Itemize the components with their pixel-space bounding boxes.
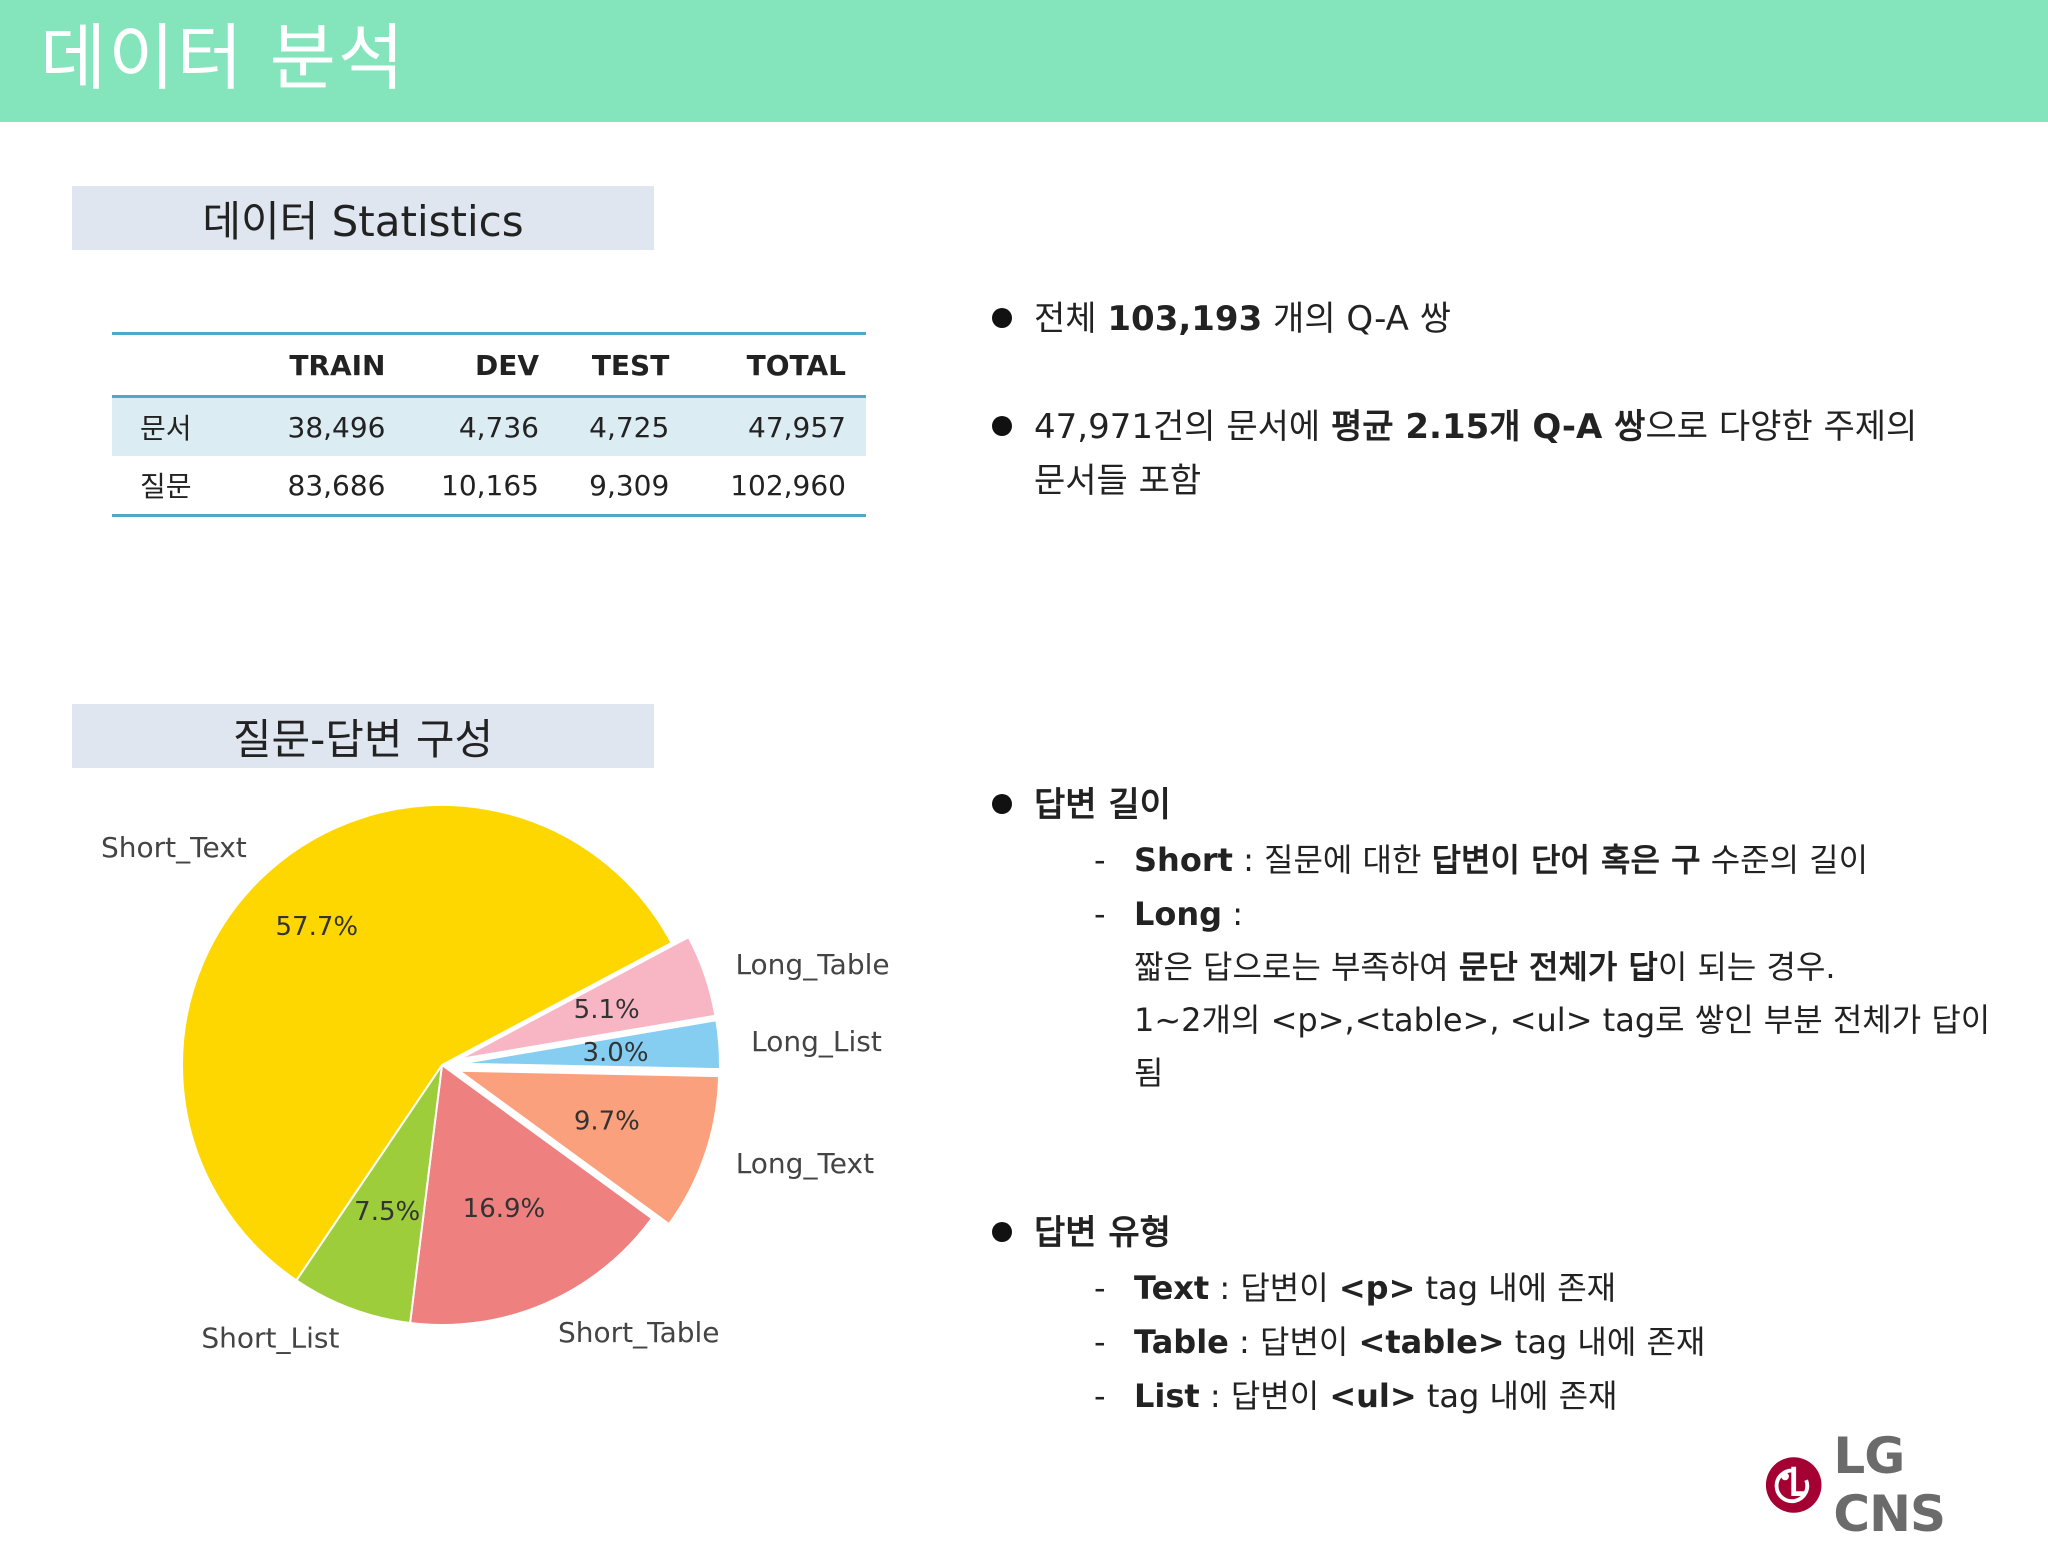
row-label: 질문 [112, 456, 252, 517]
bullet-text: 47,971건의 문서에 [1034, 407, 1331, 447]
bullet-dot-icon [992, 794, 1012, 814]
section-title-qa: 질문-답변 구성 [72, 704, 654, 768]
sub-text: 이 되는 경우. [1657, 948, 1836, 986]
sub-text: 됨 [1134, 1054, 1164, 1092]
pie-percent-label: 9.7% [574, 1107, 640, 1137]
bullet-answer-type: 답변 유형 [992, 1206, 1171, 1260]
dash-icon: - [1094, 1323, 1106, 1361]
bullet-bold: 103,193 [1107, 299, 1263, 339]
sub-text: 짧은 답으로는 부족하여 [1134, 948, 1459, 986]
pie-slice-short-list [294, 1064, 443, 1325]
bullet-text: 개의 Q-A 쌍 [1262, 299, 1451, 339]
sub-item-short: - Short : 질문에 대한 답변이 단어 혹은 구 수준의 길이 [1094, 834, 1868, 887]
pie-percent-label: 3.0% [582, 1038, 648, 1068]
table-cell: 38,496 [252, 396, 406, 456]
pie-percent-label: 7.5% [354, 1197, 420, 1227]
sub-label: Table [1134, 1323, 1229, 1361]
table-cell: 9,309 [559, 456, 690, 517]
sub-label: Short [1134, 841, 1233, 879]
table-header-row: TRAIN DEV TEST TOTAL [112, 332, 866, 398]
bullet-total-qa: 전체 103,193 개의 Q-A 쌍 [992, 292, 1451, 346]
bullet-heading: 답변 유형 [1034, 1213, 1171, 1253]
sub-text: : 답변이 [1209, 1269, 1339, 1307]
sub-label: Text [1134, 1269, 1210, 1307]
sub-label: Long [1134, 895, 1223, 933]
answer-type-pie-chart: 5.1% Long_Table 3.0% Long_List 9.7% Long_Text… [72, 780, 912, 1360]
sub-bold: 문단 전체가 답 [1458, 948, 1658, 986]
pie-category-label: Short_Text [101, 831, 247, 864]
pie-slice-short-text [181, 804, 673, 1282]
sub-bold: <table> [1358, 1323, 1505, 1361]
pie-slice-long-list [459, 1019, 721, 1071]
table-header-total: TOTAL [689, 332, 866, 398]
sub-bold: <p> [1338, 1269, 1416, 1307]
sub-item-text: - Text : 답변이 <p> tag 내에 존재 [1094, 1262, 1616, 1315]
pie-chart-svg: 5.1% Long_Table 3.0% Long_List 9.7% Long_Text… [101, 804, 890, 1354]
bullet-text: 전체 [1034, 299, 1108, 339]
sub-text: tag 내에 존재 [1416, 1377, 1618, 1415]
page-title: 데이터 분석 [40, 16, 407, 100]
header-bar: 데이터 분석 [0, 0, 2048, 122]
sub-item-table: - Table : 답변이 <table> tag 내에 존재 [1094, 1316, 1705, 1369]
table-cell: 10,165 [405, 456, 559, 517]
sub-text: 1~2개의 <p>,<table>, <ul> tag로 쌓인 부분 전체가 답… [1134, 1001, 1991, 1039]
bullet-heading: 답변 길이 [1034, 785, 1171, 825]
sub-text: : 답변이 [1199, 1377, 1330, 1415]
lg-face-icon [1765, 1457, 1822, 1513]
pie-slice-long-text [455, 1069, 721, 1226]
dash-icon: - [1094, 1377, 1106, 1415]
pie-slice-long-table [458, 935, 717, 1061]
sub-text: : [1222, 895, 1244, 933]
pie-category-label: Long_Text [736, 1147, 874, 1180]
row-label: 문서 [112, 396, 252, 456]
sub-label: List [1134, 1377, 1200, 1415]
bullet-answer-length: 답변 길이 [992, 778, 1171, 832]
pie-category-label: Short_Table [558, 1316, 720, 1349]
sub-text: : 질문에 대한 [1232, 841, 1432, 879]
sub-bold: <ul> [1329, 1377, 1417, 1415]
section-title-statistics: 데이터 Statistics [72, 186, 654, 250]
table-row: 질문 83,686 10,165 9,309 102,960 [112, 456, 866, 517]
bullet-dot-icon [992, 1222, 1012, 1242]
pie-percent-label: 16.9% [463, 1194, 546, 1224]
sub-text: tag 내에 존재 [1415, 1269, 1617, 1307]
bullet-text-line2: 문서들 포함 [1034, 461, 1202, 501]
company-logo: LG CNS [1764, 1427, 2024, 1543]
bullet-dot-icon [992, 416, 1012, 436]
pie-category-label: Long_List [751, 1025, 882, 1058]
sub-text: : 답변이 [1228, 1323, 1359, 1361]
pie-slice-short-table [408, 1063, 654, 1326]
table-cell: 4,736 [405, 396, 559, 456]
table-header-blank [112, 332, 252, 398]
logo-text: LG CNS [1833, 1427, 1946, 1543]
sub-item-long: - Long : 짧은 답으로는 부족하여 문단 전체가 답이 되는 경우. 1~2… [1094, 888, 1990, 1100]
dash-icon: - [1094, 1269, 1106, 1307]
table-header-dev: DEV [405, 332, 559, 398]
pie-category-label: Short_List [201, 1321, 339, 1354]
bullet-dot-icon [992, 308, 1012, 328]
dash-icon: - [1094, 841, 1106, 879]
bullet-bold: 평균 2.15개 Q-A 쌍 [1330, 407, 1646, 447]
table-cell: 83,686 [252, 456, 406, 517]
sub-text: tag 내에 존재 [1504, 1323, 1706, 1361]
table-header-test: TEST [559, 332, 690, 398]
sub-bold: 답변이 단어 혹은 구 [1431, 841, 1701, 879]
sub-item-list: - List : 답변이 <ul> tag 내에 존재 [1094, 1370, 1617, 1423]
pie-percent-label: 5.1% [574, 995, 640, 1025]
table-cell: 47,957 [689, 396, 866, 456]
statistics-table: TRAIN DEV TEST TOTAL 문서 38,496 4,736 4,7… [112, 332, 866, 517]
table-row: 문서 38,496 4,736 4,725 47,957 [112, 396, 866, 456]
dash-icon: - [1094, 895, 1106, 933]
table-cell: 4,725 [559, 396, 690, 456]
table-header-train: TRAIN [252, 332, 406, 398]
table-cell: 102,960 [689, 456, 866, 517]
sub-text: 수준의 길이 [1700, 841, 1869, 879]
pie-category-label: Long_Table [735, 948, 889, 981]
pie-percent-label: 57.7% [276, 912, 359, 942]
bullet-text: 으로 다양한 주제의 [1645, 407, 1918, 447]
